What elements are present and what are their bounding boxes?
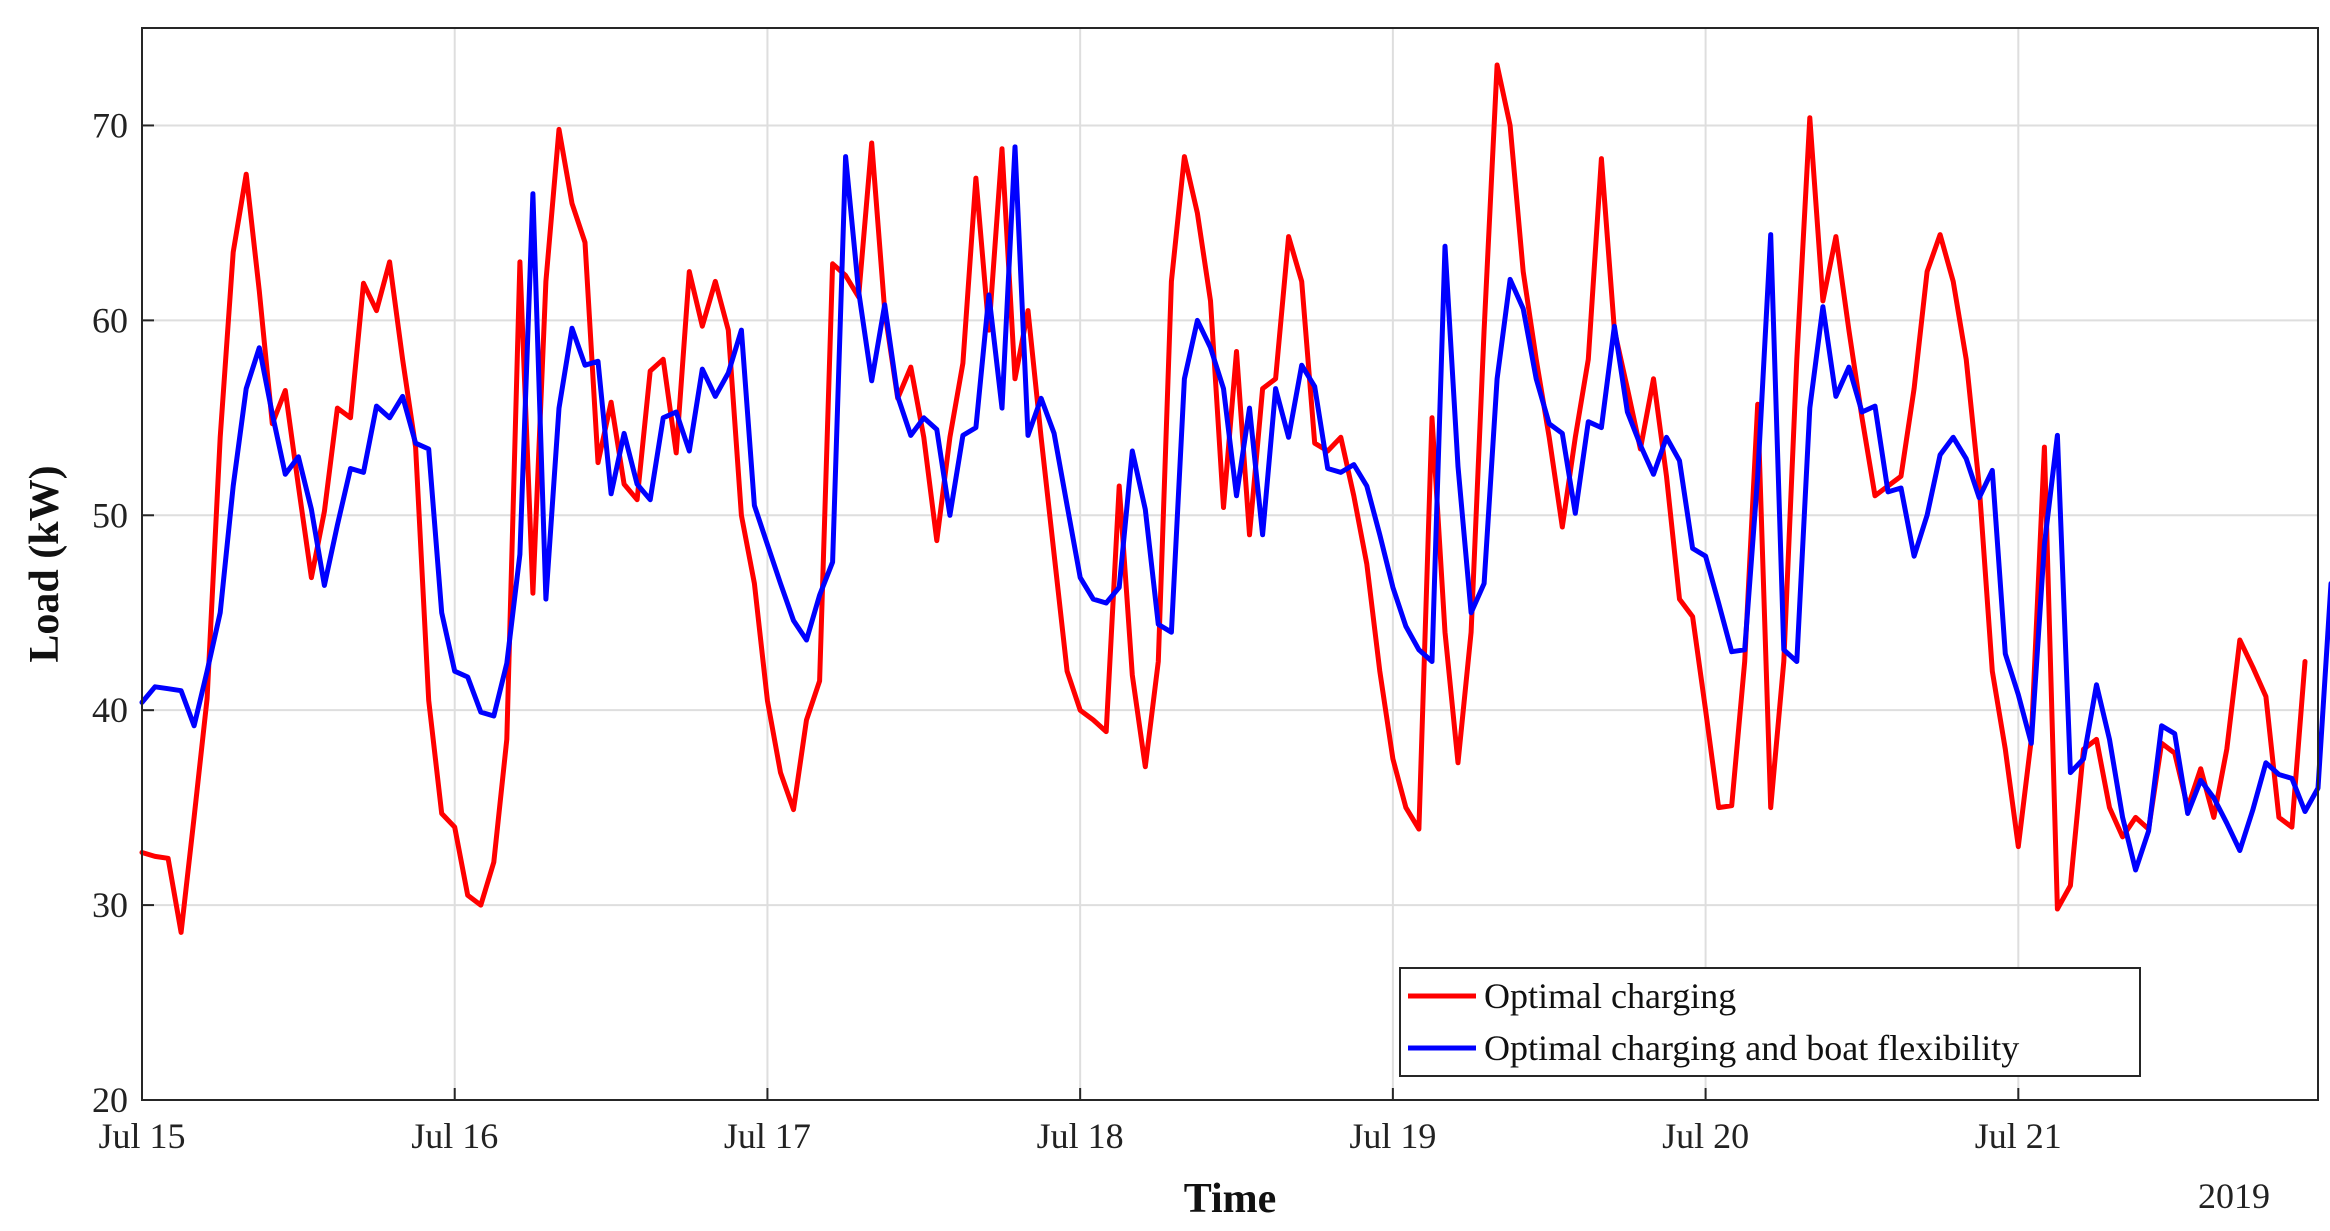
y-tick-label: 70: [92, 105, 128, 145]
series-line-boat-flexibility: [139, 144, 2330, 873]
x-tick-labels: Jul 15 Jul 16 Jul 17 Jul 18 Jul 19 Jul 20 Jul …: [98, 1116, 2061, 1156]
legend-label-boat-flexibility: Optimal charging and boat flexibility: [1484, 1028, 2019, 1068]
y-tick-label: 40: [92, 690, 128, 730]
series-layer: [139, 62, 2330, 935]
y-tick-labels: 20 30 40 50 60 70: [92, 105, 128, 1120]
x-tick-label: Jul 20: [1662, 1116, 1749, 1156]
y-tick-label: 30: [92, 885, 128, 925]
series-line-optimal-charging: [139, 62, 2308, 935]
year-label: 2019: [2198, 1176, 2270, 1216]
y-tick-label: 20: [92, 1080, 128, 1120]
x-tick-label: Jul 15: [98, 1116, 185, 1156]
x-tick-label: Jul 19: [1349, 1116, 1436, 1156]
x-axis-label: Time: [1184, 1176, 1277, 1222]
x-tick-label: Jul 17: [724, 1116, 811, 1156]
legend: Optimal charging Optimal charging and bo…: [1399, 967, 2141, 1077]
x-tick-label: Jul 18: [1037, 1116, 1124, 1156]
x-tick-label: Jul 16: [411, 1116, 498, 1156]
legend-label-optimal-charging: Optimal charging: [1484, 976, 1736, 1016]
x-tick-label: Jul 21: [1975, 1116, 2062, 1156]
plot-frame: [141, 27, 2319, 1101]
axis-ticks: [141, 124, 2020, 1101]
legend-box: [1399, 967, 2141, 1077]
y-tick-label: 50: [92, 495, 128, 535]
y-axis-label: Load (kW): [22, 465, 68, 662]
y-tick-label: 60: [92, 300, 128, 340]
